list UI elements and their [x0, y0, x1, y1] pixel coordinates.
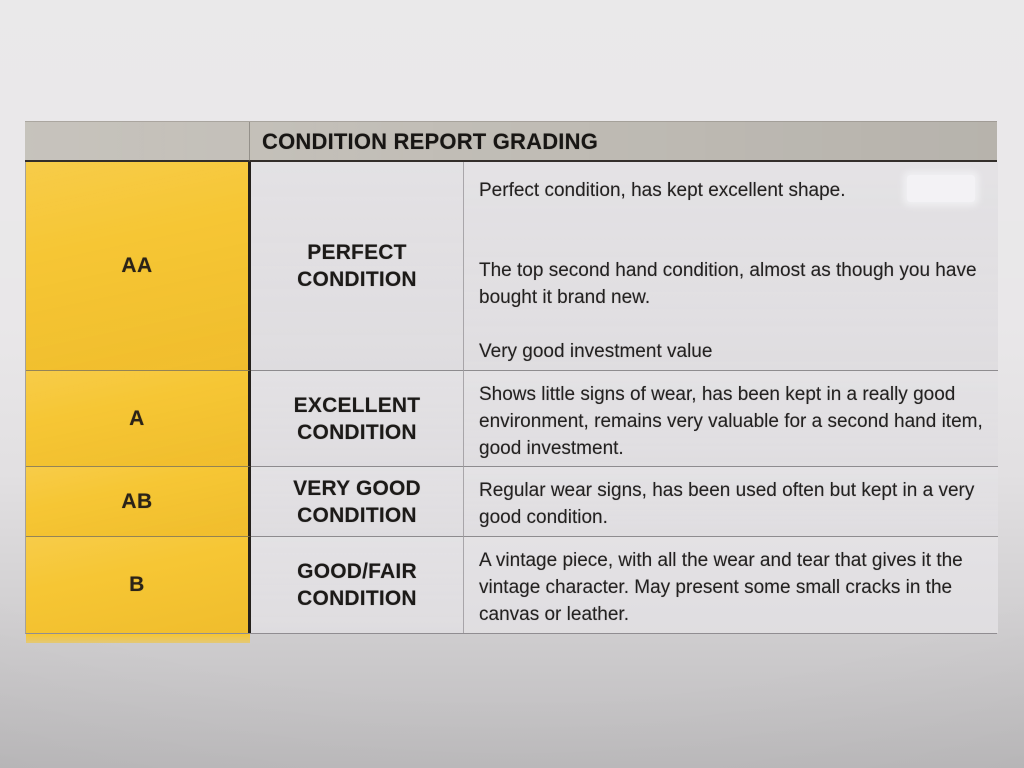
table-title: CONDITION REPORT GRADING [262, 129, 599, 154]
description-cell-b: A vintage piece, with all the wear and t… [464, 537, 998, 633]
grade-cell-a: A [26, 371, 251, 467]
header-spacer-cell [25, 122, 250, 161]
description-paragraph: Perfect condition, has kept excellent sh… [479, 180, 846, 201]
yellow-highlight-overrun [26, 634, 250, 643]
description-paragraph: A vintage piece, with all the wear and t… [479, 550, 963, 625]
grade-cell-ab: AB [26, 467, 251, 537]
description-paragraph: Shows little signs of wear, has been kep… [479, 384, 983, 459]
grade-cell-aa: AA [26, 162, 251, 371]
table-header-row: CONDITION REPORT GRADING [25, 121, 997, 162]
description-cell-aa: Perfect condition, has kept excellent sh… [464, 162, 998, 371]
condition-label-a: EXCELLENT CONDITION [251, 371, 464, 467]
description-cell-ab: Regular wear signs, has been used often … [464, 467, 998, 537]
description-paragraph: The top second hand condition, almost as… [479, 260, 977, 308]
grade-cell-b: B [26, 537, 251, 633]
condition-grading-table: CONDITION REPORT GRADING AA PERFECT COND… [25, 121, 998, 643]
white-out-mark [907, 175, 975, 202]
description-cell-a: Shows little signs of wear, has been kep… [464, 371, 998, 467]
description-paragraph: Regular wear signs, has been used often … [479, 480, 975, 528]
description-paragraph: Very good investment value [479, 341, 713, 362]
condition-label-b: GOOD/FAIR CONDITION [251, 537, 464, 633]
condition-label-ab: VERY GOOD CONDITION [251, 467, 464, 537]
table-body: AA PERFECT CONDITION Perfect condition, … [25, 162, 998, 634]
condition-label-aa: PERFECT CONDITION [251, 162, 464, 371]
